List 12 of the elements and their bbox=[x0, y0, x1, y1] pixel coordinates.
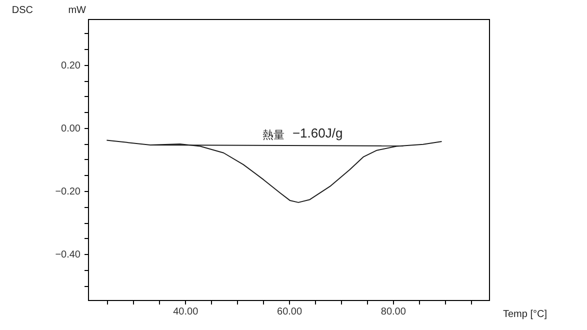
x-tick-label: 80.00 bbox=[380, 306, 406, 318]
x-tick-label: 40.00 bbox=[173, 306, 199, 318]
y-axis-title: mW bbox=[68, 5, 87, 16]
annotation: −1.60J/g bbox=[292, 126, 343, 141]
chart-title: DSC bbox=[12, 5, 33, 16]
y-tick-label: −0.20 bbox=[55, 186, 81, 198]
y-tick-label: −0.40 bbox=[55, 250, 81, 261]
x-axis-title: Temp [°C] bbox=[502, 309, 548, 320]
annotation: 熱量 bbox=[262, 128, 284, 142]
y-tick-label: 0.00 bbox=[61, 123, 81, 134]
x-tick-label: 60.00 bbox=[277, 306, 302, 318]
y-tick-label: 0.20 bbox=[61, 60, 81, 72]
